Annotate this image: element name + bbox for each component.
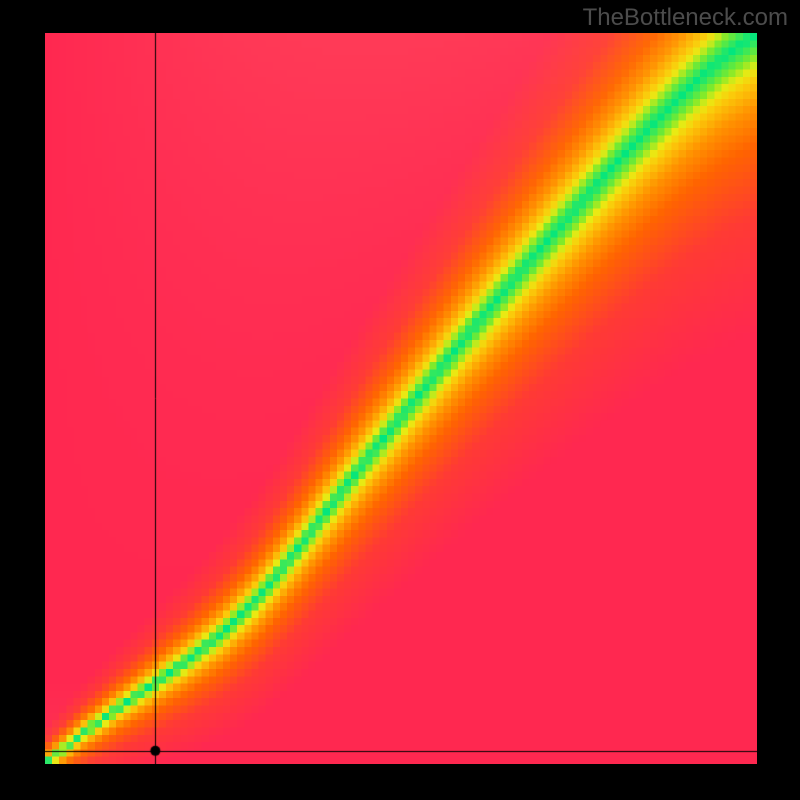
watermark-text: TheBottleneck.com [583, 4, 788, 32]
bottleneck-heatmap [45, 33, 757, 764]
chart-container: TheBottleneck.com [0, 0, 800, 800]
